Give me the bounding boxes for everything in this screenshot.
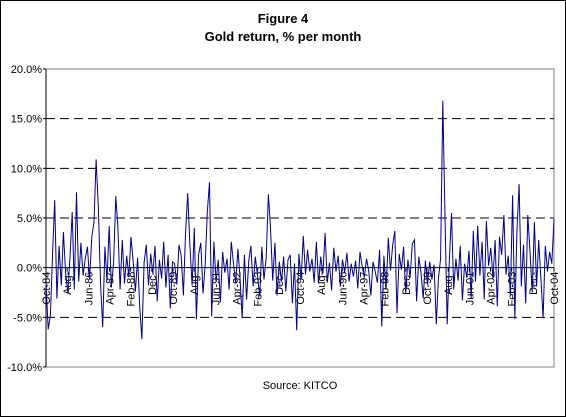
x-tick-label: Oct-99 [422, 272, 434, 305]
gridlines [46, 118, 554, 318]
x-tick-label: Feb-03 [507, 272, 519, 307]
y-tick-label: 20.0% [11, 64, 42, 76]
y-axis: 20.0% 15.0% 10.0% 5.0% 0.0% -5.0% -10.0% [7, 64, 47, 374]
x-tick-label: Oct-84 [41, 272, 53, 305]
chart-subtitle: Gold return, % per month [205, 29, 362, 44]
x-tick-label: Dec- [528, 271, 540, 295]
y-tick-label: -10.0% [7, 362, 42, 374]
y-tick-label: 15.0% [11, 114, 42, 126]
y-tick-label: 0.0% [17, 263, 42, 275]
y-tick-label: 5.0% [17, 213, 42, 225]
x-tick-label: Jun-96 [337, 272, 349, 306]
y-tick-label: -5.0% [13, 312, 42, 324]
x-tick-label: Dec- [274, 271, 286, 295]
series-line-gold-return [45, 100, 555, 340]
x-tick-label: Apr-97 [359, 272, 371, 305]
y-tick-label: 10.0% [11, 163, 42, 175]
chart-title: Figure 4 [258, 11, 309, 26]
x-tick-label: Apr-02 [486, 272, 498, 305]
x-tick-label: Apr-92 [232, 272, 244, 305]
x-tick-label: Oct-04 [549, 272, 561, 305]
x-tick-label: Jun-86 [83, 272, 95, 306]
source-note: Source: KITCO [263, 380, 338, 392]
